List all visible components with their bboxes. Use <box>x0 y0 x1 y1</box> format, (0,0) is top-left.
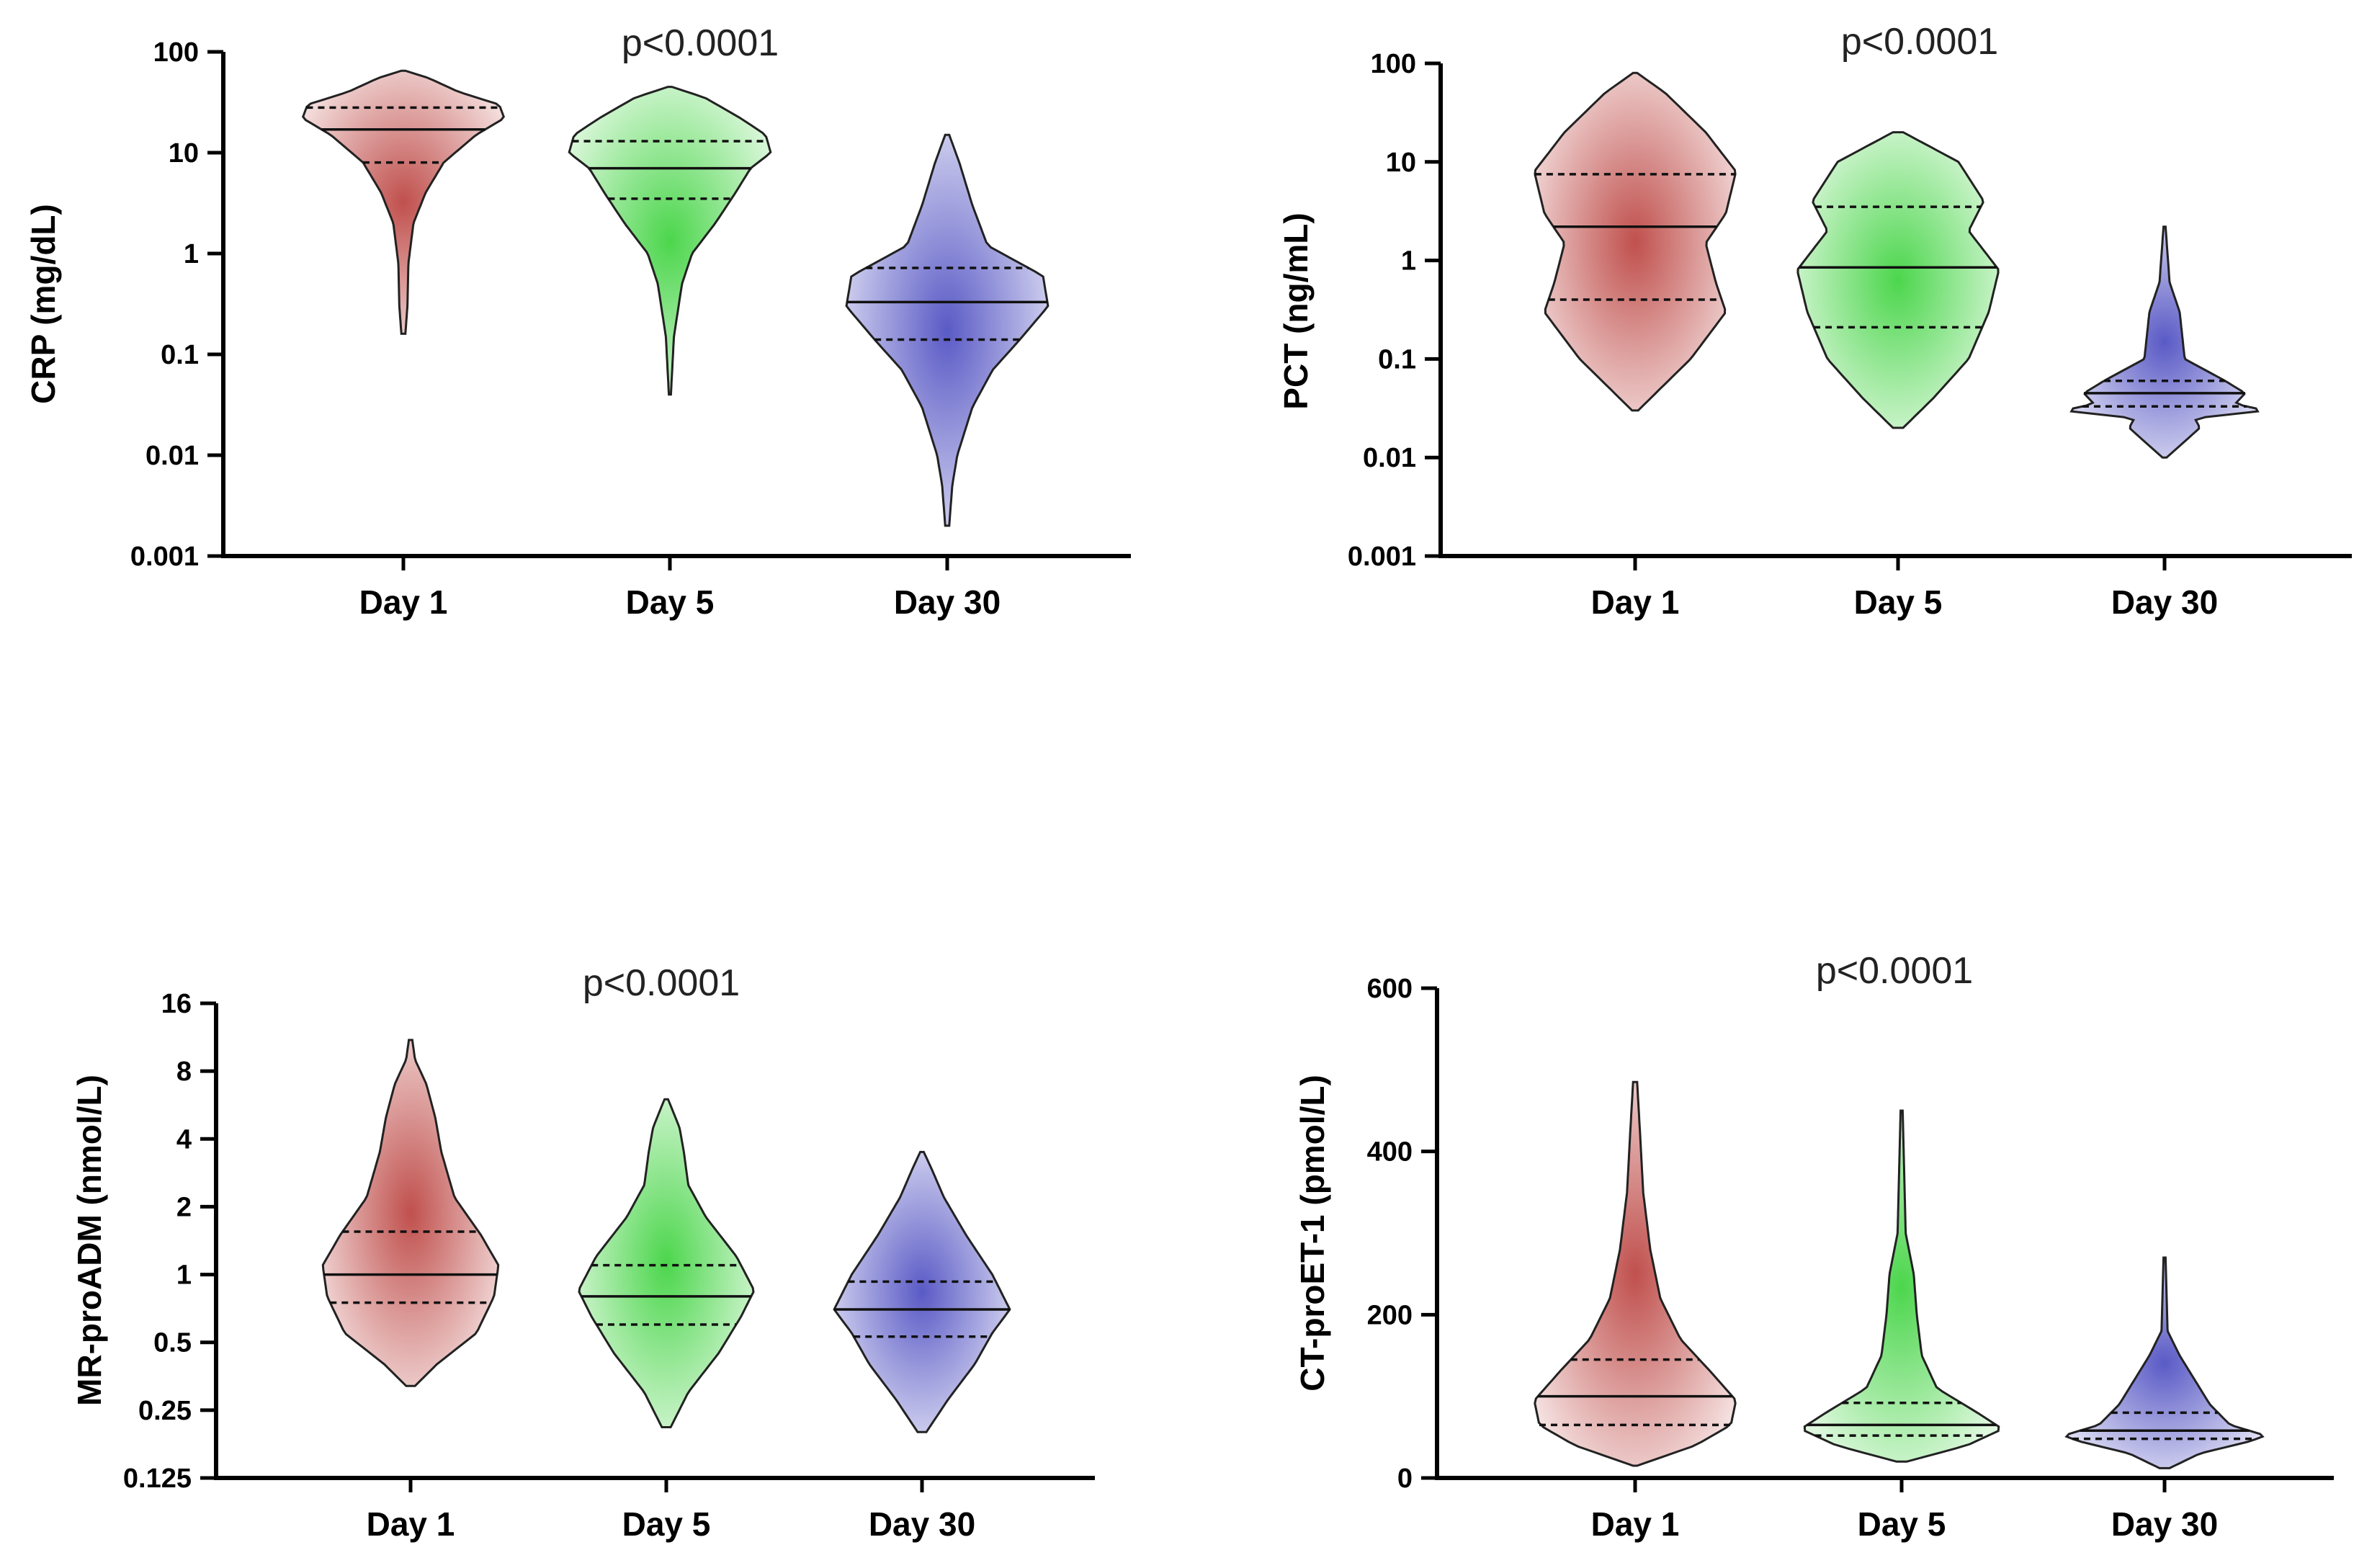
p-value-annotation: p<0.0001 <box>1816 950 1973 992</box>
x-category-label: Day 5 <box>626 583 715 621</box>
y-tick-label: 0.1 <box>1378 344 1416 375</box>
y-tick-label: 0.001 <box>130 542 199 572</box>
x-category-label: Day 5 <box>1854 583 1943 621</box>
y-axis-title: CRP (mg/dL) <box>24 204 62 404</box>
p-value-annotation: p<0.0001 <box>1841 21 1998 63</box>
y-tick-label: 100 <box>1371 49 1416 79</box>
y-tick-label: 400 <box>1367 1137 1413 1168</box>
violin-day-1 <box>321 1039 500 1387</box>
x-category-label: Day 30 <box>869 1505 975 1543</box>
p-value-annotation: p<0.0001 <box>622 22 779 64</box>
violin-day-5 <box>568 86 772 396</box>
y-tick-label: 0.1 <box>161 340 199 370</box>
y-tick-label: 1 <box>1401 246 1416 277</box>
violin-day-1 <box>1534 71 1737 412</box>
panel-crp: CRP (mg/dL) p<0.0001 0.001 0.01 0.1 1 10 100 D… <box>24 22 1131 621</box>
y-tick-label: 0.5 <box>153 1328 192 1358</box>
y-tick-label: 10 <box>1386 148 1416 178</box>
violin-day-1 <box>1534 1080 1737 1467</box>
violin-day-30 <box>833 1150 1011 1433</box>
y-tick-label: 1 <box>176 1260 192 1291</box>
x-category-label: Day 30 <box>894 583 1001 621</box>
p-value-annotation: p<0.0001 <box>583 962 740 1004</box>
y-tick-label: 2 <box>176 1192 192 1222</box>
panel-ct-proet1: CT-proET-1 (pmol/L) p<0.0001 0 200 400 600 D… <box>1294 950 2334 1543</box>
y-axis-title: MR-proADM (nmol/L) <box>71 1075 108 1406</box>
violin-day-30 <box>845 133 1050 527</box>
y-tick-label: 600 <box>1367 974 1413 1004</box>
x-category-label: Day 1 <box>359 583 448 621</box>
y-tick-label: 0.25 <box>138 1396 192 1426</box>
x-category-label: Day 1 <box>1591 583 1680 621</box>
y-tick-label: 100 <box>153 37 199 68</box>
y-tick-label: 200 <box>1367 1300 1413 1330</box>
violin-day-30 <box>2064 1256 2265 1469</box>
y-tick-label: 10 <box>169 138 199 169</box>
y-axis-title: PCT (ng/mL) <box>1277 212 1315 409</box>
x-category-label: Day 30 <box>2111 583 2218 621</box>
violin-day-5 <box>1803 1109 2000 1463</box>
y-tick-label: 4 <box>176 1124 192 1155</box>
y-tick-label: 0.01 <box>146 441 199 471</box>
y-tick-label: 0.01 <box>1363 443 1416 473</box>
x-category-label: Day 1 <box>1591 1505 1680 1543</box>
y-tick-label: 8 <box>176 1057 192 1087</box>
y-tick-label: 0.001 <box>1348 542 1416 572</box>
violin-day-1 <box>301 69 506 335</box>
x-category-label: Day 30 <box>2111 1505 2218 1543</box>
x-category-label: Day 5 <box>1858 1505 1946 1543</box>
x-category-label: Day 1 <box>367 1505 455 1543</box>
y-axis-title: CT-proET-1 (pmol/L) <box>1294 1075 1331 1392</box>
panel-pct: PCT (ng/mL) p<0.0001 0.001 0.01 0.1 1 10 100 D… <box>1277 21 2352 621</box>
y-tick-label: 0.125 <box>123 1464 192 1494</box>
y-tick-label: 1 <box>184 239 199 269</box>
x-category-label: Day 5 <box>622 1505 711 1543</box>
violin-day-5 <box>578 1098 755 1428</box>
y-tick-label: 16 <box>161 989 192 1019</box>
panel-mr-proadm: MR-proADM (nmol/L) p<0.0001 0.125 0.25 0.5… <box>71 962 1095 1543</box>
violin-day-30 <box>2069 225 2260 459</box>
violin-day-5 <box>1796 131 2000 429</box>
y-tick-label: 0 <box>1397 1464 1413 1494</box>
